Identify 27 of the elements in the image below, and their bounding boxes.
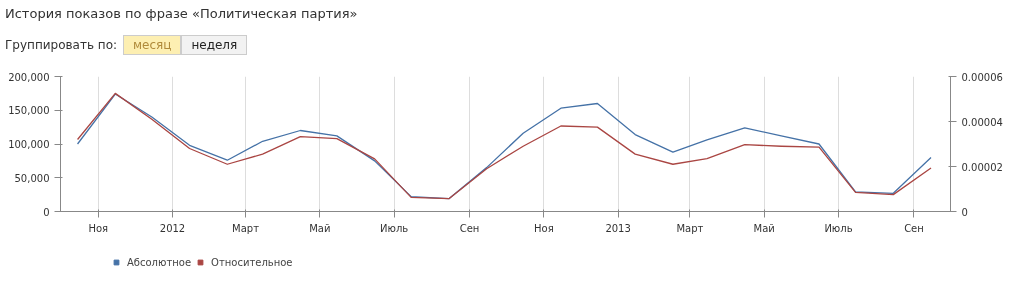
text: Группировать по:	[5, 38, 118, 52]
x-tick-label: Июль	[824, 222, 853, 234]
y2-tick-label: 0.00004	[961, 116, 1003, 128]
x-tick-label: Май	[753, 222, 775, 234]
y-tick-label: 200,000	[8, 71, 50, 83]
text: месяц	[123, 35, 182, 55]
legend-label: Относительное	[211, 256, 293, 268]
x-tick-label: Сен	[904, 222, 924, 234]
y-tick-label: 150,000	[8, 105, 50, 117]
y2-tick-label: 0	[961, 206, 968, 218]
x-tick-label: Ноя	[534, 222, 554, 234]
chart-title: История показов по фразе «Политическая партия»	[5, 5, 358, 23]
x-tick-label: Март	[232, 222, 260, 234]
y2-tick-label: 0.00006	[961, 71, 1003, 83]
x-tick-label: 2012	[159, 222, 186, 234]
x-tick-label: Ноя	[88, 222, 109, 234]
y-tick-label: 0	[43, 206, 50, 218]
x-tick-label: Июль	[380, 222, 409, 234]
y-tick-label: 50,000	[14, 172, 50, 184]
x-tick-label: Май	[309, 222, 331, 234]
y-tick-label: 100,000	[8, 139, 50, 150]
legend-label: Абсолютное	[127, 256, 192, 268]
x-tick-label: 2013	[605, 222, 631, 234]
y2-tick-label: 0.00002	[961, 161, 1003, 173]
x-tick-label: Сен	[459, 222, 480, 234]
x-tick-label: Март	[676, 222, 704, 234]
text: неделя	[181, 35, 248, 55]
